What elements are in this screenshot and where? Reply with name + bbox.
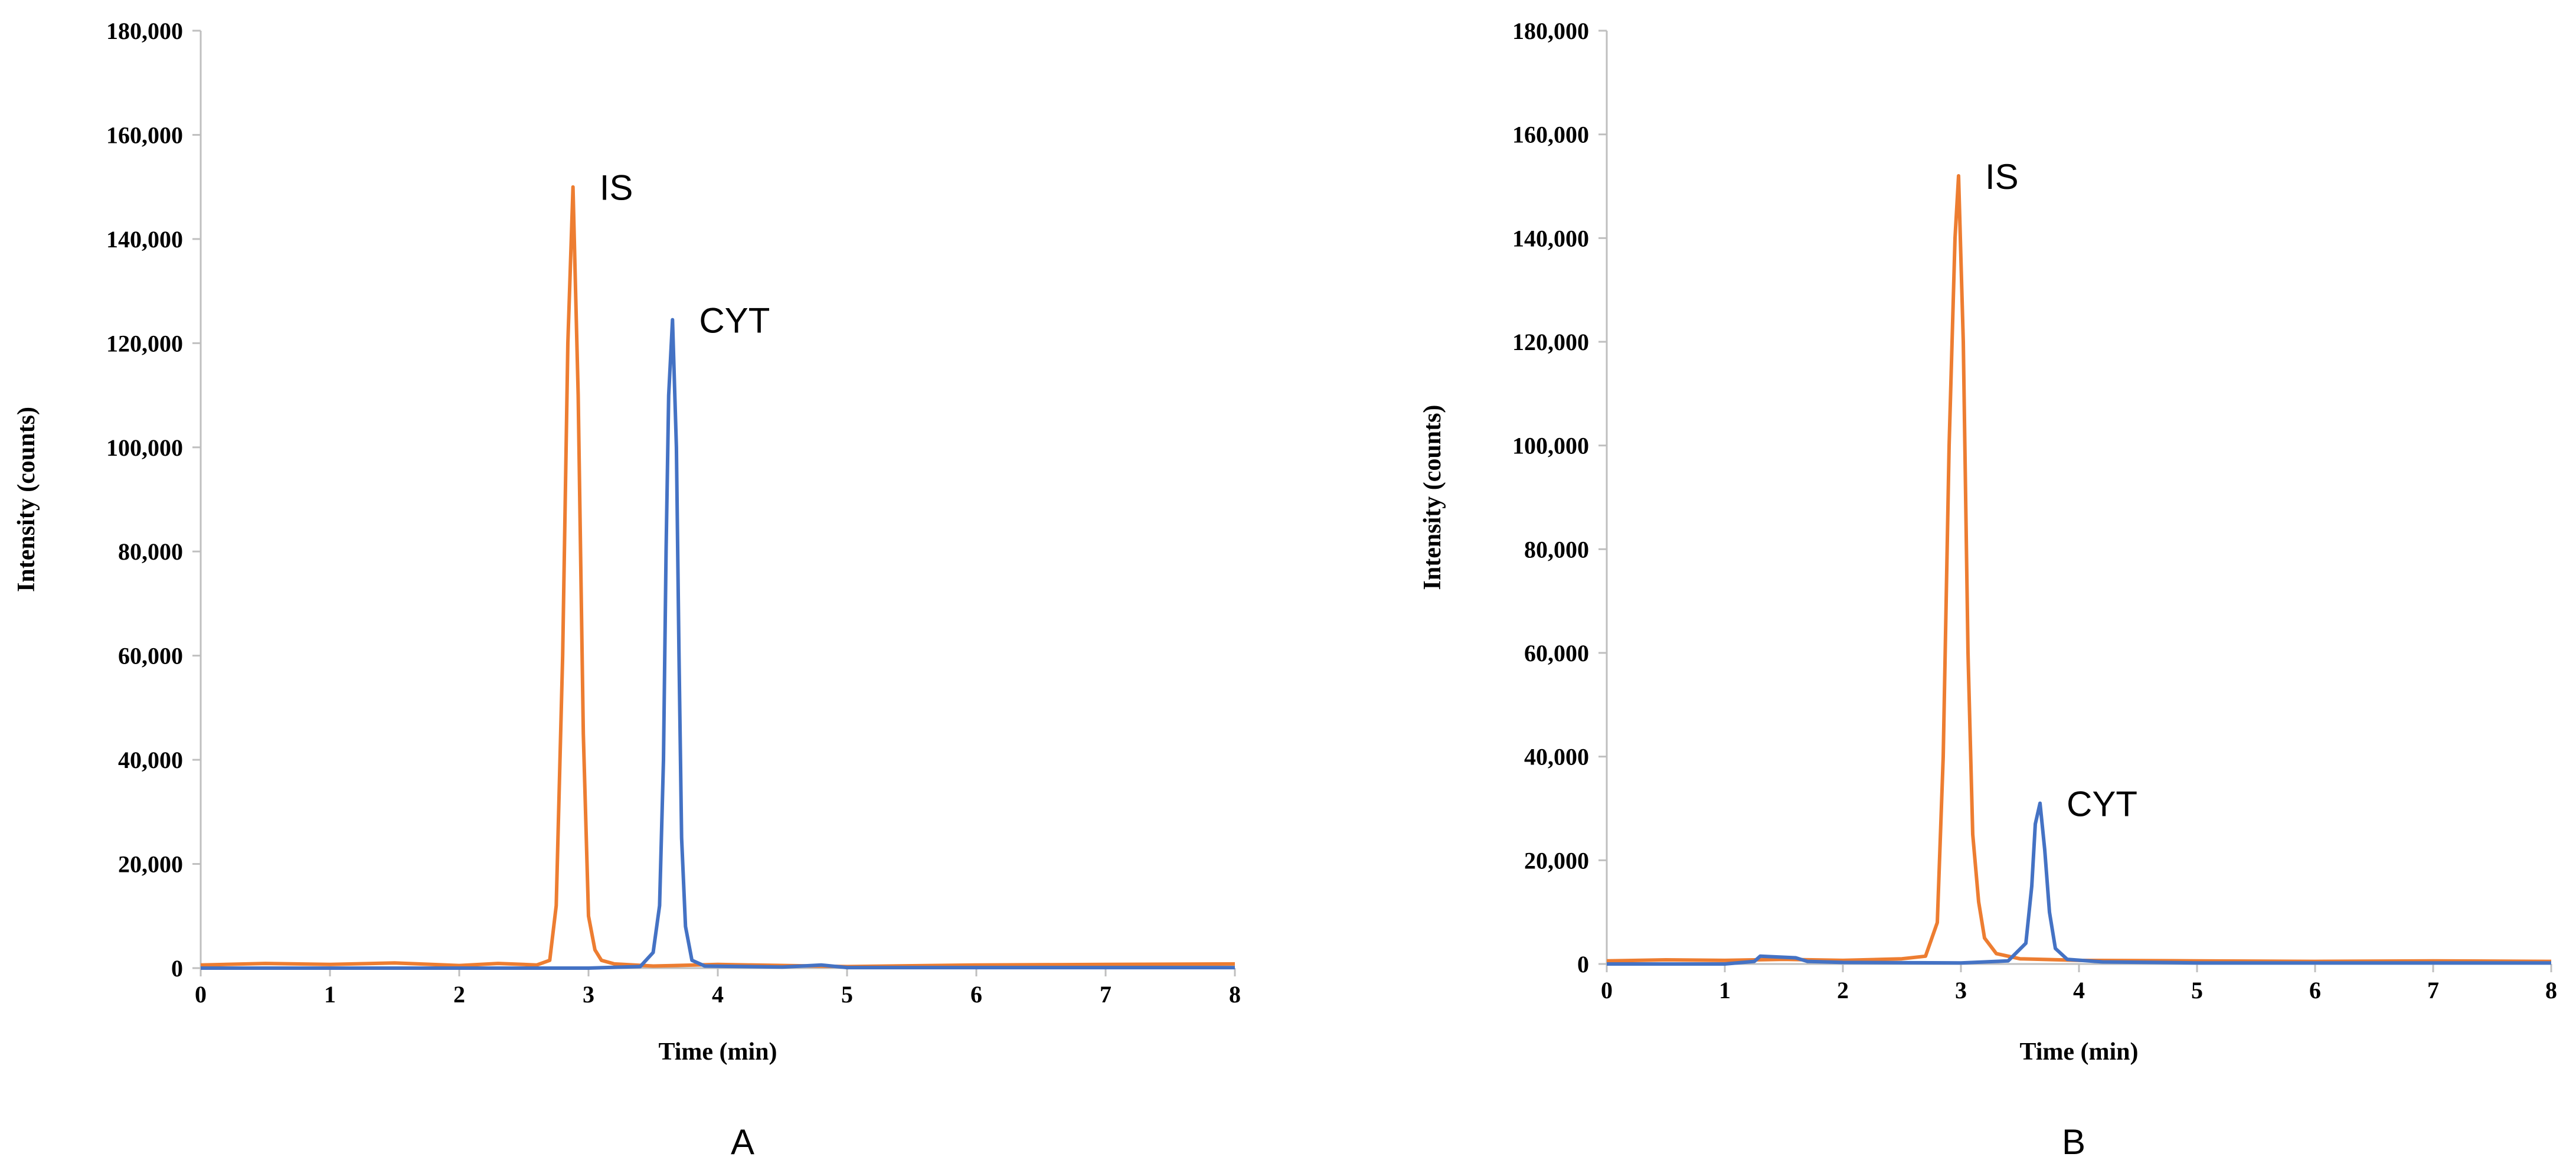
chart-b-y-tick-label: 80,000 bbox=[1524, 536, 1589, 563]
chart-b-y-axis-title: Intensity (counts) bbox=[1419, 405, 1446, 590]
chart-b-y-tick-label: 60,000 bbox=[1524, 640, 1589, 666]
chart-b-x-tick-label: 0 bbox=[1601, 977, 1613, 1004]
chart-b-y-tick-label: 180,000 bbox=[1512, 18, 1589, 44]
chart-b-y-tick-label: 120,000 bbox=[1512, 329, 1589, 355]
chart-a-y-tick-label: 120,000 bbox=[106, 330, 183, 357]
chart-a-x-tick-label: 0 bbox=[195, 981, 207, 1008]
chart-a-x-tick-label: 5 bbox=[841, 981, 853, 1008]
chart-b-y-tick-label: 140,000 bbox=[1512, 225, 1589, 251]
chart-a-y-tick-label: 160,000 bbox=[106, 122, 183, 148]
chart-a-x-tick-label: 7 bbox=[1100, 981, 1112, 1008]
chart-a-y-tick-label: 180,000 bbox=[106, 18, 183, 44]
chart-b-x-tick-label: 5 bbox=[2191, 977, 2203, 1004]
chart-b-peak-label-cyt: CYT bbox=[2067, 785, 2137, 824]
chart-b-y-tick-label: 160,000 bbox=[1512, 122, 1589, 148]
chart-a-x-tick-label: 2 bbox=[453, 981, 465, 1008]
chart-a-x-tick-label: 4 bbox=[712, 981, 724, 1008]
chart-b-x-tick-label: 1 bbox=[1719, 977, 1731, 1004]
chart-a-peak-label-cyt: CYT bbox=[699, 301, 770, 341]
chart-a-y-tick-label: 140,000 bbox=[106, 226, 183, 253]
chart-b-x-axis-title: Time (min) bbox=[2019, 1038, 2138, 1066]
chart-b-peak-label-is: IS bbox=[1985, 157, 2019, 197]
chart-b-series-cyt-line bbox=[1607, 801, 2551, 966]
chart-a-x-tick-label: 3 bbox=[583, 981, 594, 1008]
chart-b-y-tick-label: 40,000 bbox=[1524, 744, 1589, 770]
chart-a-y-tick-label: 40,000 bbox=[118, 747, 183, 773]
chart-b-x-tick-label: 7 bbox=[2427, 977, 2439, 1004]
chart-b-x-tick-label: 8 bbox=[2545, 977, 2557, 1004]
chart-b-panel-label: B bbox=[2062, 1122, 2085, 1162]
chart-b-x-tick-label: 2 bbox=[1837, 977, 1849, 1004]
chart-a-y-tick-label: 60,000 bbox=[118, 643, 183, 669]
chart-b-panel: 0 20,000 40,000 60,000 80,000 100,000 120,000 1… bbox=[1419, 18, 2557, 1162]
chart-b-x-tick-label: 4 bbox=[2073, 977, 2085, 1004]
chart-a-x-tick-label: 6 bbox=[970, 981, 982, 1008]
chart-a-y-tick-label: 0 bbox=[171, 955, 183, 982]
chart-b-y-tick-label: 20,000 bbox=[1524, 847, 1589, 874]
chart-a-series-cyt-line bbox=[201, 318, 1235, 970]
chart-a-panel-label: A bbox=[731, 1122, 754, 1162]
chart-b-x-tick-label: 3 bbox=[1955, 977, 1967, 1004]
chart-a-y-tick-label: 100,000 bbox=[106, 434, 183, 461]
chart-a-peak-label-is: IS bbox=[600, 168, 633, 208]
chart-a-x-tick-label: 8 bbox=[1229, 981, 1241, 1008]
chart-a-y-tick-label: 20,000 bbox=[118, 851, 183, 878]
chart-b-series-is-line bbox=[1606, 174, 2552, 963]
chart-a-x-tick-label: 1 bbox=[324, 981, 336, 1008]
chart-a-y-axis-title: Intensity (counts) bbox=[13, 407, 40, 592]
chart-a-y-tick-label: 80,000 bbox=[118, 538, 183, 565]
chart-b-y-tick-label: 100,000 bbox=[1512, 433, 1589, 459]
chart-a-x-axis-title: Time (min) bbox=[658, 1038, 777, 1066]
chart-b-y-tick-label: 0 bbox=[1577, 951, 1589, 978]
chart-b-x-tick-label: 6 bbox=[2309, 977, 2321, 1004]
chart-a-panel: 0 20,000 40,000 60,000 80,000 100,000 120,000 1… bbox=[13, 18, 1241, 1162]
